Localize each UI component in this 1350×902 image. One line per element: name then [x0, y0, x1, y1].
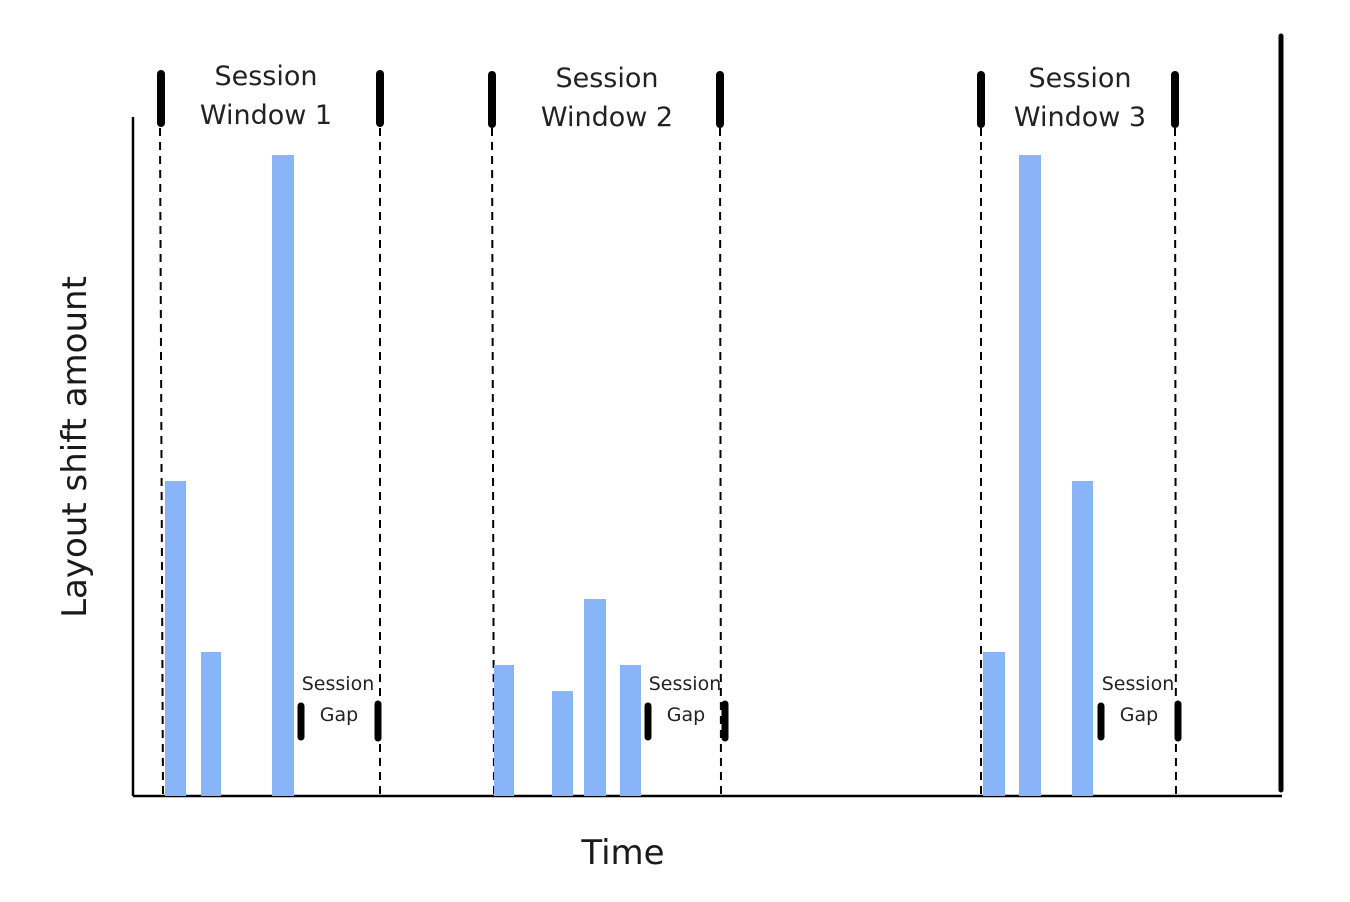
- gap-3-label-line2: Gap: [1120, 704, 1158, 726]
- gap-2-label-line2: Gap: [667, 704, 705, 726]
- window-3-end-dashed-line: [1174, 127, 1177, 797]
- shift-bar: [201, 652, 221, 796]
- gap-1-label-line1: Session: [302, 673, 375, 695]
- y-axis-label: Layout shift amount: [55, 276, 95, 618]
- gap-1-label-line2: Gap: [320, 704, 358, 726]
- window-1-title-line2: Window 1: [200, 100, 332, 131]
- shift-bar: [272, 155, 294, 796]
- window-1-start-dashed-line: [159, 127, 164, 797]
- shift-bar: [165, 481, 186, 796]
- window-1-title-line1: Session: [214, 61, 317, 92]
- shift-bar: [1019, 155, 1041, 796]
- shift-bar: [1072, 481, 1093, 796]
- shift-bar: [620, 665, 641, 796]
- window-3-title-line1: Session: [1028, 63, 1131, 94]
- window-2-start-dashed-line: [491, 127, 495, 797]
- window-2-title-line2: Window 2: [541, 102, 673, 133]
- x-axis-label: Time: [580, 833, 664, 873]
- gap-3-label-line1: Session: [1102, 673, 1175, 695]
- window-2-end-dashed-line: [719, 127, 722, 797]
- window-3-title-line2: Window 3: [1014, 102, 1146, 133]
- shift-bar: [552, 691, 573, 796]
- shift-bar: [983, 652, 1005, 796]
- shift-bar: [494, 665, 514, 796]
- gap-2-label-line1: Session: [649, 673, 722, 695]
- shift-bar: [584, 599, 606, 796]
- window-2-title-line1: Session: [555, 63, 658, 94]
